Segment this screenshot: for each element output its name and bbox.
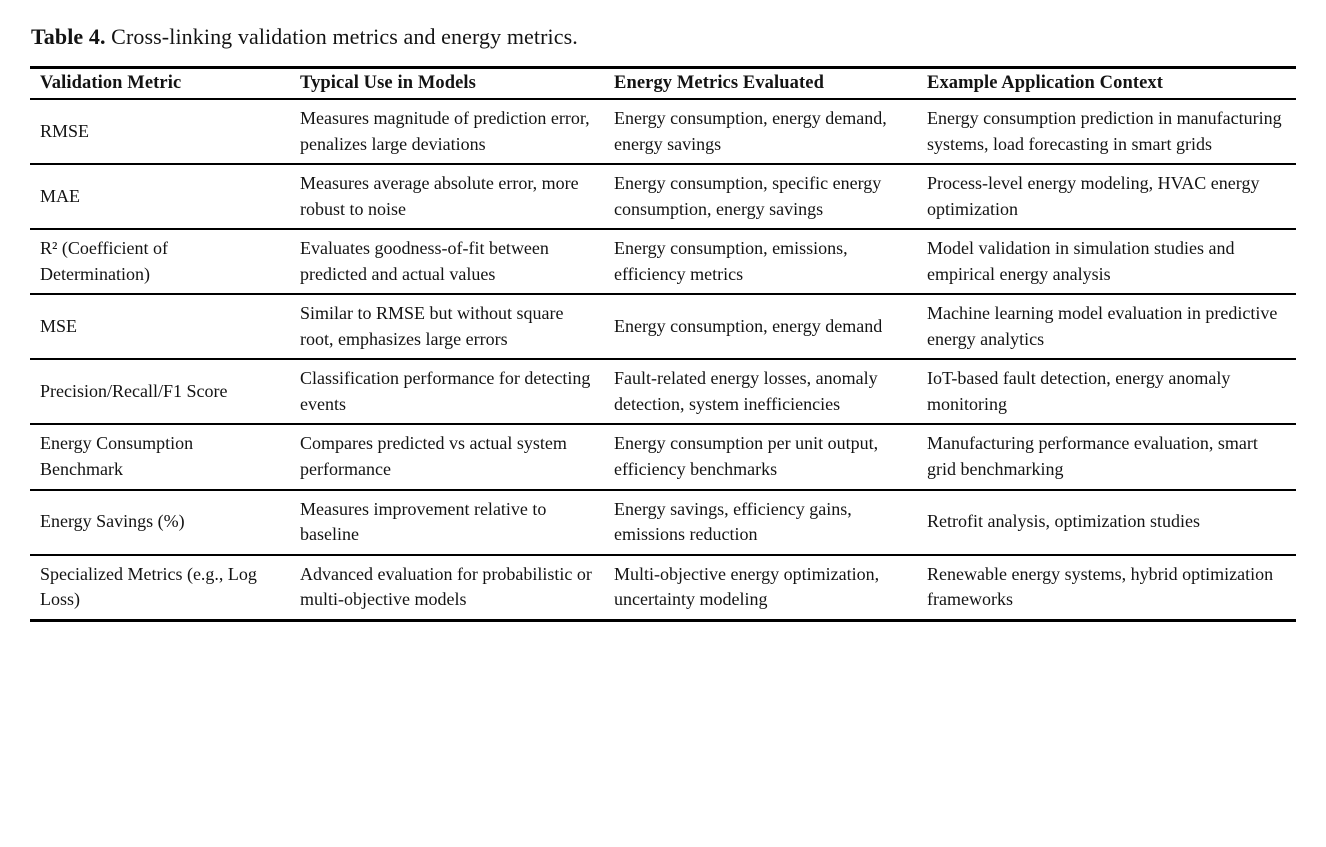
table-cell-metric: Specialized Metrics (e.g., Log Loss) (30, 554, 290, 622)
table-cell-use: Advanced evaluation for probabilistic or… (290, 554, 604, 622)
table-cell-use: Measures average absolute error, more ro… (290, 164, 604, 231)
table-cell-use: Compares predicted vs actual system perf… (290, 424, 604, 491)
table-cell-metric: MSE (30, 294, 290, 361)
table-cell-use: Measures magnitude of prediction error, … (290, 99, 604, 166)
table-cell-use: Evaluates goodness-of-fit between predic… (290, 229, 604, 296)
table-cell-energy_metrics: Multi-objective energy optimization, unc… (604, 554, 917, 622)
table-row: MSE Similar to RMSE but without square ro… (30, 294, 1296, 361)
table-cell-energy_metrics: Energy consumption, emissions, efficienc… (604, 229, 917, 296)
column-header-typical-use: Typical Use in Models (290, 66, 604, 100)
table-row: MAE Measures average absolute error, more… (30, 164, 1296, 231)
table-cell-context: Process-level energy modeling, HVAC ener… (917, 164, 1296, 231)
table-cell-use: Similar to RMSE but without square root,… (290, 294, 604, 361)
table-cell-energy_metrics: Energy consumption, energy demand, energ… (604, 99, 917, 166)
table-cell-metric: RMSE (30, 99, 290, 166)
table-caption-text: Cross-linking validation metrics and ene… (105, 24, 578, 49)
table-cell-context: Renewable energy systems, hybrid optimiz… (917, 554, 1296, 622)
table-cell-energy_metrics: Energy consumption per unit output, effi… (604, 424, 917, 491)
table-cell-energy_metrics: Energy consumption, energy demand (604, 294, 917, 361)
table-caption-label: Table 4. (31, 24, 106, 49)
table-row: R² (Coefficient of Determination) Evaluat… (30, 229, 1296, 296)
column-header-application-context: Example Application Context (917, 66, 1296, 100)
column-header-energy-metrics: Energy Metrics Evaluated (604, 66, 917, 100)
table-row: Precision/Recall/F1 Score Classification … (30, 359, 1296, 426)
table-caption: Table 4. Cross-linking validation metric… (31, 24, 1296, 50)
table-cell-energy_metrics: Energy consumption, specific energy cons… (604, 164, 917, 231)
table-cell-context: IoT-based fault detection, energy anomal… (917, 359, 1296, 426)
table-cell-metric: MAE (30, 164, 290, 231)
table-header-row: Validation Metric Typical Use in Models … (30, 66, 1296, 100)
table-row: Specialized Metrics (e.g., Log Loss) Adva… (30, 554, 1296, 622)
table-cell-context: Model validation in simulation studies a… (917, 229, 1296, 296)
table-body: RMSE Measures magnitude of prediction err… (30, 99, 1296, 622)
table-row: Energy Savings (%) Measures improvement r… (30, 489, 1296, 556)
table-cell-context: Manufacturing performance evaluation, sm… (917, 424, 1296, 491)
table-row: Energy Consumption Benchmark Compares pre… (30, 424, 1296, 491)
table-cell-energy_metrics: Fault-related energy losses, anomaly det… (604, 359, 917, 426)
table-cell-metric: Precision/Recall/F1 Score (30, 359, 290, 426)
table-cell-metric: Energy Consumption Benchmark (30, 424, 290, 491)
table-cell-context: Retrofit analysis, optimization studies (917, 489, 1296, 556)
column-header-validation-metric: Validation Metric (30, 66, 290, 100)
table-cell-metric: R² (Coefficient of Determination) (30, 229, 290, 296)
table-cell-metric: Energy Savings (%) (30, 489, 290, 556)
table-row: RMSE Measures magnitude of prediction err… (30, 99, 1296, 166)
table-cell-energy_metrics: Energy savings, efficiency gains, emissi… (604, 489, 917, 556)
table-cell-use: Measures improvement relative to baselin… (290, 489, 604, 556)
table-cell-use: Classification performance for detecting… (290, 359, 604, 426)
table-cell-context: Energy consumption prediction in manufac… (917, 99, 1296, 166)
document-page: Table 4. Cross-linking validation metric… (30, 24, 1296, 622)
table-cell-context: Machine learning model evaluation in pre… (917, 294, 1296, 361)
validation-metrics-table: Validation Metric Typical Use in Models … (30, 66, 1296, 622)
